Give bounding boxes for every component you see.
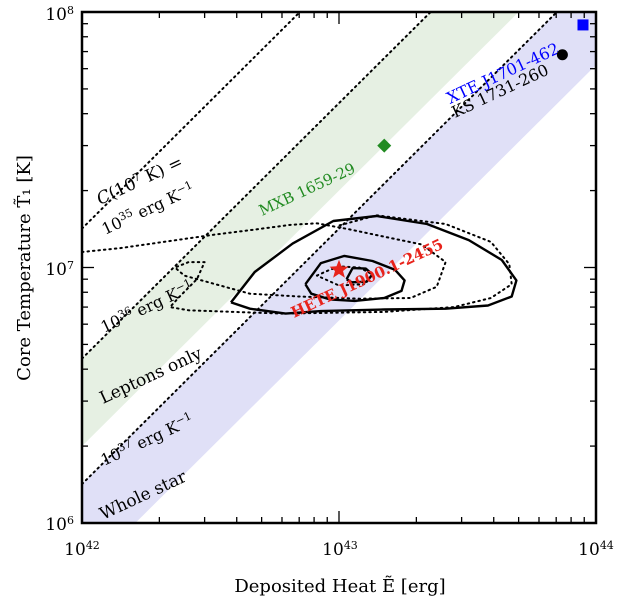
contour-layer [82, 214, 518, 315]
x-tick-label-42: 1042 [64, 539, 100, 561]
isoline-layer [82, 12, 559, 486]
isoline-2 [82, 12, 559, 486]
marker-xte-j1701-462 [577, 19, 589, 31]
solid-contour-0 [345, 266, 374, 284]
x-tick-label-44: 1044 [578, 539, 614, 561]
solid-contour-2 [230, 214, 518, 315]
marker-ks-1731-260 [556, 49, 568, 61]
x-axis-label: Deposited Heat Ẽ [erg] [234, 575, 445, 597]
isoline-0 [82, 12, 302, 230]
y-tick-label-7: 107 [45, 259, 74, 281]
y-tick-label-6: 106 [45, 514, 74, 536]
y-tick-label-8: 108 [45, 4, 74, 26]
y-axis-label: Core Temperature T̃₁ [K] [13, 155, 35, 381]
tick-layer [81, 12, 596, 524]
x-tick-label-43: 1043 [322, 539, 358, 561]
band-0 [82, 12, 519, 447]
dotted-contour-0 [315, 265, 374, 287]
marker-mxb-1659-29 [377, 138, 392, 153]
marker-hete-j1900-1-2455 [329, 259, 349, 278]
isoline-1 [82, 12, 433, 360]
marker-layer [329, 19, 589, 278]
